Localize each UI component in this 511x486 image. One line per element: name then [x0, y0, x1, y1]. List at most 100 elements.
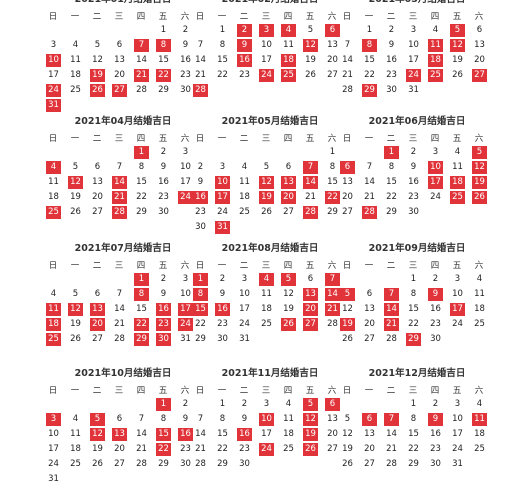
weekday-header: 日 [195, 12, 205, 22]
day-cell: 11 [261, 289, 272, 299]
lucky-day-cell: 8 [134, 288, 149, 301]
lucky-day-cell: 14 [384, 303, 399, 316]
day-cell: 14 [136, 429, 147, 439]
lucky-day-cell: 1 [134, 146, 149, 159]
day-cell: 11 [283, 414, 294, 424]
weekday-header: 日 [48, 134, 58, 144]
day-cell: 3 [182, 274, 189, 284]
lucky-day-cell: 13 [90, 303, 105, 316]
weekday-header: 四 [283, 134, 293, 144]
lucky-day-cell: 12 [68, 303, 83, 316]
day-cell: 6 [94, 162, 101, 172]
day-cell: 21 [195, 70, 206, 80]
lucky-day-cell: 11 [428, 39, 443, 52]
day-cell: 31 [239, 334, 250, 344]
weekday-header: 四 [136, 134, 146, 144]
day-cell: 30 [158, 207, 169, 217]
day-cell: 28 [136, 459, 147, 469]
weekday-header: 五 [305, 12, 315, 22]
weekday-header: 一 [217, 134, 227, 144]
lucky-day-cell: 19 [90, 69, 105, 82]
day-cell: 10 [408, 40, 419, 50]
day-cell: 2 [219, 274, 226, 284]
day-cell: 19 [452, 55, 463, 65]
weekday-header: 二 [239, 12, 249, 22]
day-cell: 30 [430, 334, 441, 344]
weekday-header: 二 [92, 261, 102, 271]
day-cell: 5 [344, 414, 351, 424]
day-cell: 20 [114, 444, 125, 454]
day-cell: 31 [408, 85, 419, 95]
day-cell: 22 [386, 192, 397, 202]
day-cell: 28 [386, 459, 397, 469]
lucky-day-cell: 6 [325, 24, 340, 37]
weekday-header: 六 [180, 261, 190, 271]
lucky-day-cell: 31 [215, 221, 230, 234]
month-title: 2021年05月结婚吉日 [221, 116, 319, 127]
day-cell: 20 [474, 55, 485, 65]
day-cell: 15 [158, 55, 169, 65]
lucky-day-cell: 13 [112, 428, 127, 441]
lucky-day-cell: 10 [46, 54, 61, 67]
lucky-day-cell: 1 [156, 398, 171, 411]
lucky-day-cell: 30 [156, 333, 171, 346]
day-cell: 24 [239, 319, 250, 329]
day-cell: 4 [72, 40, 79, 50]
day-cell: 27 [114, 459, 125, 469]
weekday-header: 三 [261, 386, 271, 396]
day-cell: 7 [344, 40, 351, 50]
day-cell: 4 [72, 414, 79, 424]
weekday-header: 日 [195, 134, 205, 144]
day-cell: 9 [219, 289, 226, 299]
weekday-header: 二 [239, 134, 249, 144]
weekday-header: 日 [342, 12, 352, 22]
lucky-day-cell: 29 [362, 84, 377, 97]
day-cell: 10 [239, 289, 250, 299]
day-cell: 23 [180, 70, 191, 80]
day-cell: 1 [329, 147, 336, 157]
weekday-header: 一 [70, 134, 80, 144]
lucky-day-cell: 7 [303, 161, 318, 174]
lucky-day-cell: 26 [90, 84, 105, 97]
lucky-day-cell: 5 [340, 288, 355, 301]
day-cell: 16 [180, 55, 191, 65]
weekday-header: 六 [327, 261, 337, 271]
day-cell: 10 [452, 414, 463, 424]
lucky-day-cell: 27 [303, 318, 318, 331]
day-cell: 31 [180, 334, 191, 344]
day-cell: 14 [386, 429, 397, 439]
day-cell: 7 [366, 162, 373, 172]
day-cell: 10 [452, 289, 463, 299]
lucky-day-cell: 13 [281, 176, 296, 189]
day-cell: 1 [219, 399, 226, 409]
day-cell: 20 [364, 319, 375, 329]
day-cell: 15 [217, 55, 228, 65]
lucky-day-cell: 12 [90, 428, 105, 441]
day-cell: 9 [388, 40, 395, 50]
day-cell: 9 [197, 177, 204, 187]
day-cell: 29 [217, 459, 228, 469]
weekday-header: 四 [283, 12, 293, 22]
day-cell: 2 [182, 25, 189, 35]
lucky-day-cell: 12 [450, 39, 465, 52]
day-cell: 2 [432, 399, 439, 409]
day-cell: 16 [430, 304, 441, 314]
day-cell: 2 [197, 162, 204, 172]
day-cell: 16 [158, 177, 169, 187]
weekday-header: 四 [136, 386, 146, 396]
day-cell: 29 [386, 207, 397, 217]
lucky-day-cell: 17 [428, 176, 443, 189]
day-cell: 19 [283, 304, 294, 314]
day-cell: 4 [241, 162, 248, 172]
lucky-day-cell: 12 [303, 413, 318, 426]
lucky-day-cell: 5 [450, 24, 465, 37]
day-cell: 11 [474, 289, 485, 299]
day-cell: 4 [476, 274, 483, 284]
day-cell: 14 [114, 304, 125, 314]
weekday-header: 三 [261, 134, 271, 144]
month-title: 2021年03月结婚吉日 [340, 0, 494, 5]
day-cell: 2 [182, 399, 189, 409]
day-cell: 5 [94, 40, 101, 50]
weekday-header: 二 [386, 386, 396, 396]
weekday-header: 五 [158, 12, 168, 22]
